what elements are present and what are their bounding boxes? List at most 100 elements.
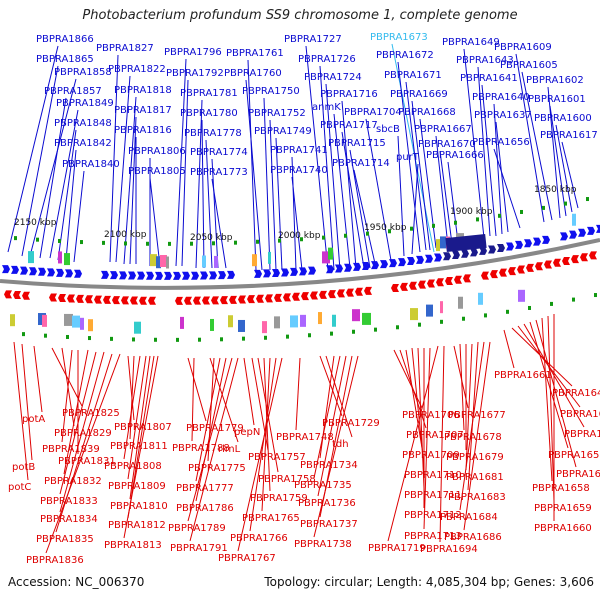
forward-strand-arrows (2, 224, 600, 280)
reverse-connector-line (313, 355, 341, 479)
tick-mark (44, 333, 47, 338)
forward-connector-line (341, 131, 365, 269)
reverse-gene-label: PBPRA1684 (440, 512, 498, 523)
forward-gene-arrow (290, 267, 298, 276)
reverse-connector-line (405, 349, 423, 449)
reverse-gene-label: PBPRA1713 (404, 531, 462, 542)
reverse-gene-arrow (553, 258, 561, 267)
forward-gene-arrow (425, 254, 433, 263)
reverse-gene-arrow (292, 292, 300, 301)
reverse-gene-arrow (544, 260, 552, 269)
reverse-gene-arrow (265, 294, 273, 303)
forward-connector-line (109, 54, 119, 263)
tick-mark (462, 316, 465, 321)
reverse-connector-line (123, 355, 159, 539)
forward-gene-arrow (587, 226, 595, 235)
reverse-gene-arrow (391, 283, 399, 292)
reverse-gene-label: PBPRA1825 (62, 408, 120, 419)
reverse-feature-block (228, 315, 233, 328)
reverse-gene-label: PBPRA1661 (494, 370, 552, 381)
reverse-gene-label: PBPRA1757 (248, 452, 306, 463)
forward-connector-line (397, 61, 421, 253)
reverse-gene-label: PBPRA1678 (444, 432, 502, 443)
forward-connector-line (21, 65, 59, 257)
reverse-gene-arrow (103, 295, 111, 304)
reverse-gene-arrow (337, 289, 345, 298)
reverse-gene-label: PBPRA1711 (404, 490, 462, 501)
tick-mark (432, 223, 435, 228)
forward-connector-line (447, 161, 459, 243)
tick-mark (176, 337, 179, 342)
forward-gene-arrow (164, 271, 172, 280)
accession-label: Accession: NC_006370 (8, 575, 145, 589)
forward-gene-arrow (263, 269, 271, 278)
scale-label: 1950 kbp (364, 223, 407, 233)
forward-gene-label: PBPRA1671 (384, 70, 442, 81)
forward-feature-block (58, 251, 62, 264)
forward-gene-arrow (119, 271, 127, 280)
reverse-connector-line (325, 355, 353, 438)
reverse-gene-arrow (49, 293, 57, 302)
reverse-gene-arrow (436, 278, 444, 287)
forward-connector-line (521, 71, 553, 221)
map-title: Photobacterium profundum SS9 chromosome … (82, 8, 518, 23)
forward-gene-arrow (443, 252, 451, 261)
forward-gene-arrow (101, 270, 109, 279)
forward-gene-arrow (65, 269, 73, 278)
forward-connector-line (115, 75, 131, 263)
chromosome-backbone-arc (0, 238, 600, 290)
forward-gene-arrow (461, 249, 469, 258)
reverse-feature-block (274, 316, 280, 329)
reverse-gene-label: PBPRA1642 (552, 388, 600, 399)
tick-mark (366, 231, 369, 236)
forward-feature-block (322, 251, 330, 264)
reverse-feature-block (518, 289, 525, 302)
reverse-gene-arrow (427, 279, 435, 288)
tick-mark (110, 336, 113, 341)
reverse-gene-arrow (211, 296, 219, 305)
scale-label: 2000 kbp (278, 231, 321, 241)
reverse-gene-label: PBPRA1758 (258, 474, 316, 485)
forward-gene-arrow (452, 251, 460, 260)
tick-mark (586, 197, 589, 202)
forward-gene-arrow (326, 265, 334, 274)
reverse-gene-arrow (499, 268, 507, 277)
reverse-connector-line (191, 357, 195, 442)
forward-gene-arrow (146, 271, 154, 280)
reverse-connector-line (249, 357, 277, 532)
reverse-gene-label: PBPRA1660 (534, 523, 592, 534)
forward-connector-line (495, 121, 509, 233)
reverse-connector-line (63, 349, 89, 475)
forward-connector-line (463, 48, 485, 239)
tick-mark (550, 301, 553, 306)
reverse-gene-arrow (13, 291, 21, 300)
forward-gene-label: PBPRA1780 (180, 108, 238, 119)
forward-gene-label: PBPRA1637 (474, 110, 532, 121)
reverse-gene-arrow (67, 294, 75, 303)
reverse-gene-arrow (328, 290, 336, 299)
reverse-gene-label: PBPRA1809 (108, 481, 166, 492)
forward-feature-block (268, 251, 271, 264)
tick-mark (220, 337, 223, 342)
reverse-gene-labels: potA PBPRA1825 PBPRA1829 PBPRA1839PBPRA1831… (8, 370, 600, 566)
reverse-gene-arrow (130, 296, 138, 305)
tick-mark (506, 309, 509, 314)
reverse-gene-arrow (274, 293, 282, 302)
reverse-gene-arrow (409, 281, 417, 290)
reverse-connector-line (209, 357, 239, 443)
reverse-gene-label: PBPRA1737 (300, 519, 358, 530)
reverse-gene-label: PBPRA1775 (188, 463, 246, 474)
tick-mark (330, 331, 333, 336)
forward-connector-line (549, 105, 567, 217)
tick-mark (198, 337, 201, 342)
forward-gene-arrow (506, 242, 514, 251)
forward-gene-arrow (182, 271, 190, 280)
forward-gene-arrow (272, 268, 280, 277)
forward-gene-arrow (191, 271, 199, 280)
forward-connector-line (247, 59, 257, 271)
reverse-connector-line (459, 343, 465, 431)
forward-connector-line (555, 124, 573, 213)
tick-mark (58, 238, 61, 243)
forward-connector-line (291, 156, 297, 271)
reverse-connector-line (423, 347, 431, 530)
